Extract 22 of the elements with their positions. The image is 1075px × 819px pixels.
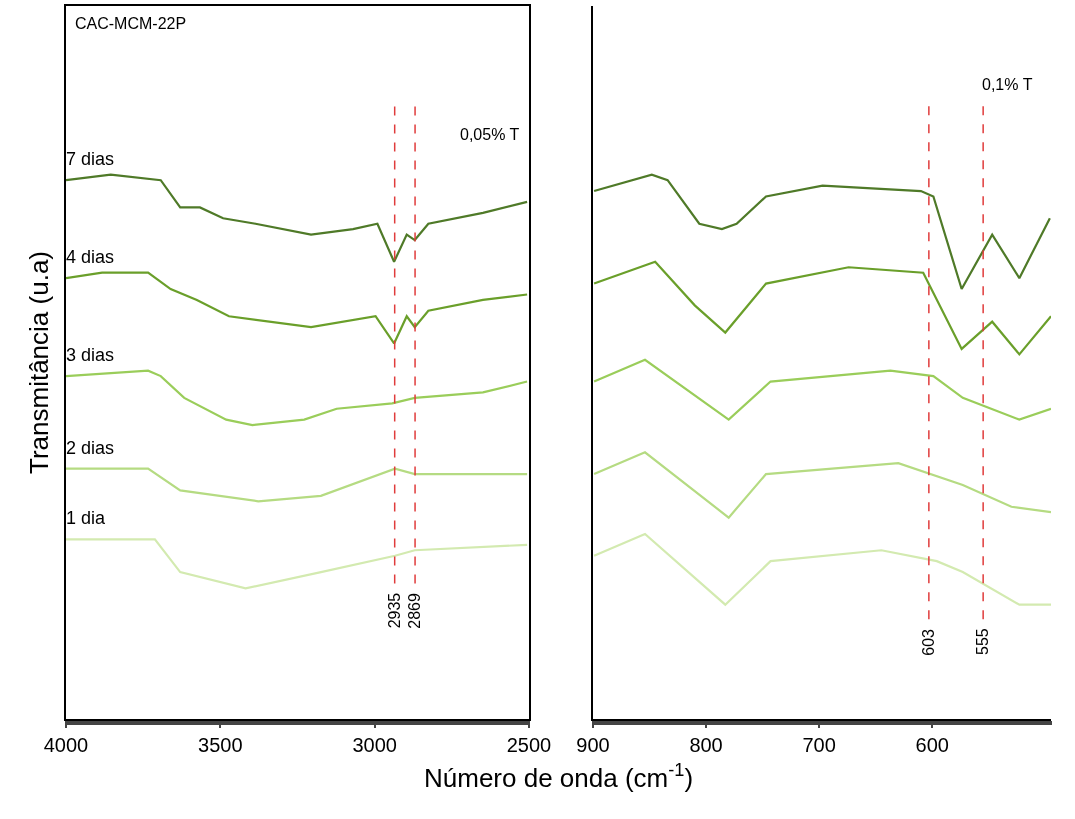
text: 0,05% T [460,126,520,143]
x-tick-label: 4000 [43,734,89,756]
x-tick-label: 3500 [198,734,243,756]
ref-line-label: 603 [920,628,938,656]
ref-line-label: 2935 [386,592,404,629]
series-label: 2 dias [66,438,115,458]
x-tick-label: 900 [576,734,610,756]
x-tick-label: 700 [802,734,836,756]
series-label: 3 dias [66,345,115,365]
x-tick-label: 2500 [506,734,552,756]
ref-line-label: 2869 [406,593,424,629]
ref-line-label: 555 [974,628,992,655]
x-axis-title: Número de onda (cm$^{-1}$) [424,760,694,793]
x-tick-label: 600 [915,734,949,756]
x-tick-label: 3000 [352,734,397,756]
series-label: 4 dias [66,247,115,267]
text: 0,1% T [982,76,1033,93]
series-label: 7 dias [66,149,115,169]
text: CAC-MCM-22P [75,15,187,32]
series-label: 1 dia [66,508,107,528]
y-axis-title: Transmitância (u.a) [23,251,54,474]
x-tick-label: 800 [689,734,723,756]
